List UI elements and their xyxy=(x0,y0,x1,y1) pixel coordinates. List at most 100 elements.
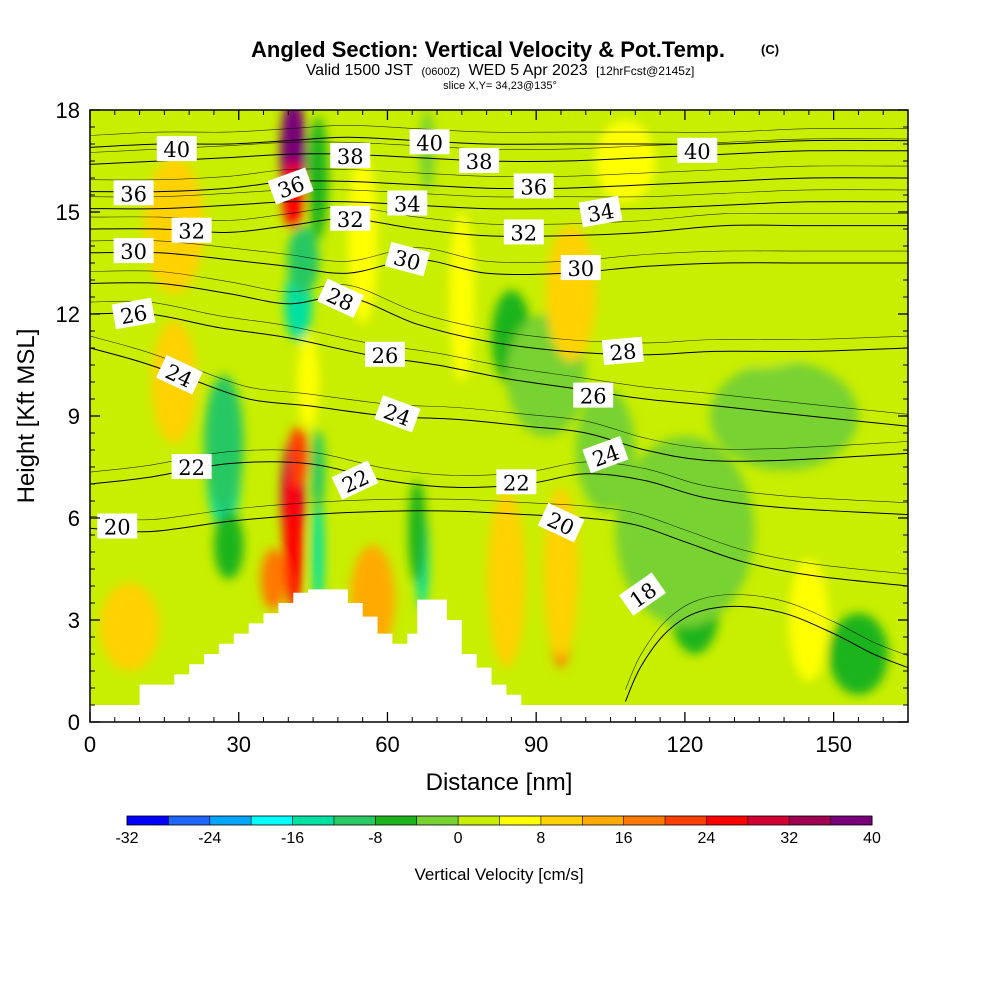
velocity-cell xyxy=(709,361,859,471)
contour-label-text: 40 xyxy=(163,138,190,162)
colorbar-segment xyxy=(747,816,790,825)
contour-label-text: 34 xyxy=(394,193,421,217)
velocity-cell xyxy=(204,375,244,512)
velocity-field xyxy=(99,110,889,695)
contour-label-box xyxy=(582,436,629,474)
contour-label-box xyxy=(496,469,537,495)
contour-label-box xyxy=(330,205,371,231)
contour-label-text: 22 xyxy=(503,471,530,495)
terrain xyxy=(90,589,908,722)
velocity-cell xyxy=(487,490,526,668)
y-tick-label: 9 xyxy=(68,404,80,429)
velocity-cell xyxy=(99,582,160,671)
x-tick-label: 30 xyxy=(226,732,250,757)
contour-label: 26 xyxy=(573,382,614,409)
contour-label-text: 40 xyxy=(416,131,443,155)
contour-label-box xyxy=(156,136,197,162)
contour-label-box xyxy=(113,238,154,264)
contour-label-box xyxy=(171,217,212,243)
contour-label-box xyxy=(409,129,450,155)
x-tick-label: 60 xyxy=(375,732,399,757)
contour-label: 22 xyxy=(171,454,212,480)
colorbar-tick-label: 16 xyxy=(615,830,633,847)
colorbar-segment xyxy=(416,816,459,825)
velocity-cell xyxy=(261,548,286,610)
colorbar-segment xyxy=(623,816,666,825)
contour-label: 38 xyxy=(459,148,500,174)
contour-label: 36 xyxy=(513,173,554,200)
contour-label: 38 xyxy=(330,142,371,169)
colorbar: -32 -24 -16 -8 0 8 16 24 32 40 xyxy=(115,815,881,847)
contour-label-text: 34 xyxy=(586,199,616,227)
theta-contour-minor xyxy=(625,594,908,690)
contour-label-text: 32 xyxy=(178,220,205,244)
theta-contour-minor xyxy=(90,189,908,198)
x-tick-label: 120 xyxy=(667,732,704,757)
theta-contour-20 xyxy=(90,510,908,587)
x-tick-label: 90 xyxy=(524,732,548,757)
contour-label-box xyxy=(677,137,718,163)
x-tick-label: 150 xyxy=(815,732,852,757)
contour-label-box xyxy=(384,241,430,277)
theta-contour-minor xyxy=(90,270,908,344)
colorbar-segment xyxy=(540,816,583,825)
velocity-cell xyxy=(789,558,829,682)
colorbar-tick-label: -32 xyxy=(115,830,138,847)
colorbar-segment xyxy=(168,816,211,825)
velocity-cell xyxy=(312,490,324,614)
x-axis-label: Distance [nm] xyxy=(426,769,573,796)
contour-label: 26 xyxy=(111,297,156,330)
velocity-cell xyxy=(595,120,656,202)
contour-label: 34 xyxy=(578,195,623,228)
colorbar-segment xyxy=(830,816,873,825)
contour-label-box xyxy=(374,395,421,433)
colorbar-segment xyxy=(789,816,832,825)
theta-contour-minor xyxy=(90,165,908,181)
contour-label: 40 xyxy=(677,137,718,164)
contour-label-box xyxy=(513,173,554,199)
x-tick-label: 0 xyxy=(84,732,96,757)
theta-contour-30 xyxy=(90,251,908,276)
velocity-cell xyxy=(408,480,427,583)
colorbar-segment xyxy=(127,816,169,825)
colorbar-segment xyxy=(458,816,500,825)
colorbar-segment xyxy=(499,816,542,825)
colorbar-tick-label: -8 xyxy=(368,830,382,847)
contour-label: 26 xyxy=(364,341,405,368)
colorbar-segment xyxy=(706,816,749,825)
contour-label: 34 xyxy=(387,190,428,217)
y-tick-label: 6 xyxy=(68,506,80,531)
velocity-cell xyxy=(828,613,889,695)
colorbar-tick-label: 0 xyxy=(454,830,463,847)
contour-label-box xyxy=(573,382,614,408)
theta-contour-minor xyxy=(90,300,908,415)
x-axis: 0 30 60 90 120 150 xyxy=(84,110,884,757)
theta-contour-18 xyxy=(624,605,908,702)
contour-label-box xyxy=(459,148,500,173)
theta-contour-minor xyxy=(90,449,908,503)
colorbar-segment xyxy=(292,816,335,825)
contour-label: 30 xyxy=(560,255,601,281)
contour-label: 24 xyxy=(582,436,629,474)
velocity-cell xyxy=(347,154,378,325)
chart-title-mark: (C) xyxy=(761,42,779,57)
theta-contour-28 xyxy=(90,282,908,356)
contour-label-box xyxy=(330,142,371,168)
contour-label-box xyxy=(503,219,544,245)
colorbar-segment xyxy=(665,816,707,825)
contour-label-box xyxy=(618,572,667,616)
y-tick-label: 0 xyxy=(68,710,80,735)
contour-label: 20 xyxy=(97,513,138,540)
theta-contour-34 xyxy=(90,200,908,210)
contour-label: 30 xyxy=(113,238,154,264)
contour-label-text: 32 xyxy=(510,221,537,245)
y-tick-label: 12 xyxy=(56,302,80,327)
colorbar-tick-label: 32 xyxy=(780,830,798,847)
contour-label: 36 xyxy=(113,180,154,206)
velocity-cell xyxy=(283,460,304,610)
contour-label-text: 20 xyxy=(104,516,131,540)
contour-label-text: 26 xyxy=(372,344,399,368)
contour-label-box xyxy=(267,167,314,205)
